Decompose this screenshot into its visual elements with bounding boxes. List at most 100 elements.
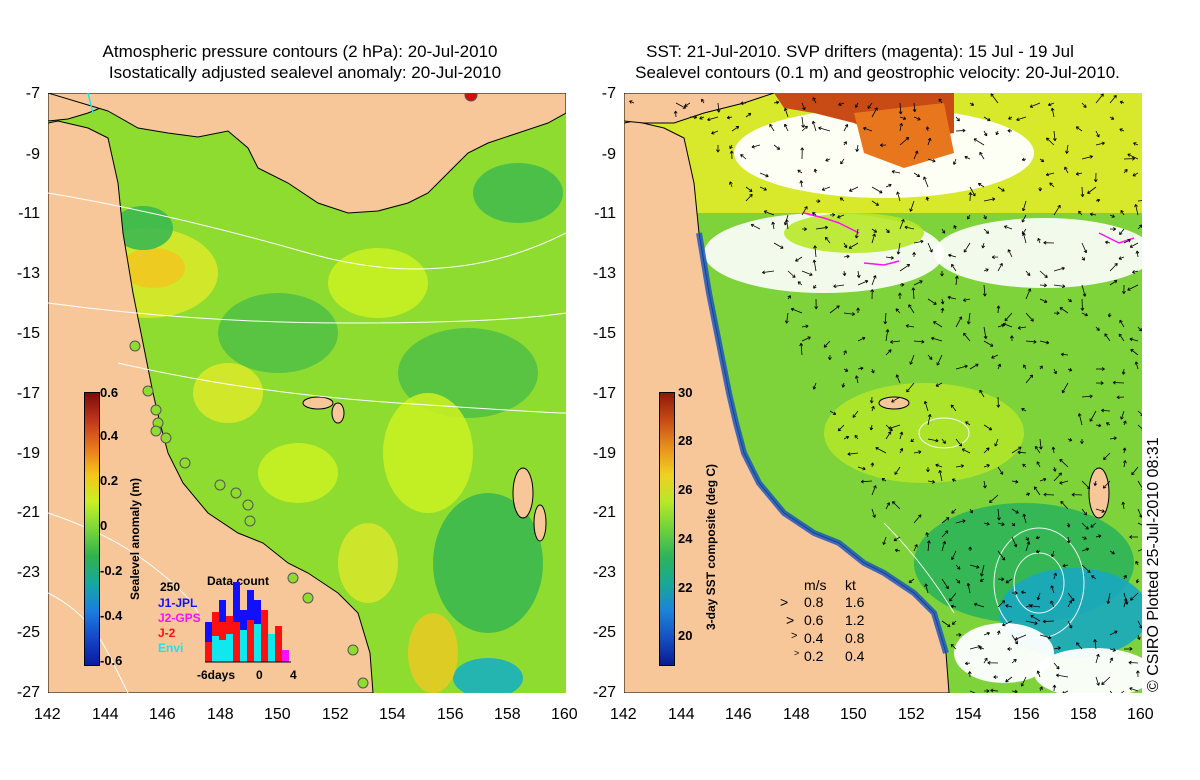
velocity-arrow bbox=[1053, 284, 1066, 289]
velocity-arrow bbox=[1122, 460, 1127, 468]
velocity-arrow bbox=[955, 116, 960, 122]
velocity-arrow bbox=[1089, 410, 1097, 422]
velocity-arrow bbox=[925, 532, 930, 538]
velocity-arrow bbox=[871, 368, 875, 374]
velocity-arrow bbox=[1011, 658, 1017, 664]
velocity-arrow bbox=[1050, 585, 1055, 594]
cbar-tick: 30 bbox=[678, 385, 693, 400]
velocity-arrow bbox=[941, 228, 946, 234]
velocity-arrow bbox=[707, 116, 719, 122]
velocity-arrow bbox=[762, 270, 775, 275]
velocity-arrow bbox=[1081, 508, 1088, 516]
velocity-arrow bbox=[941, 540, 947, 552]
cbar-tick: -0.2 bbox=[100, 563, 123, 578]
velocity-arrow bbox=[912, 252, 916, 258]
x-tick: 156 bbox=[1013, 706, 1040, 723]
velocity-arrow bbox=[1035, 535, 1041, 540]
velocity-arrow bbox=[925, 126, 930, 132]
velocity-arrow bbox=[923, 176, 929, 188]
velocity-arrow bbox=[1066, 522, 1071, 528]
velocity-arrow bbox=[927, 158, 936, 163]
credit-text: © CSIRO Plotted 25-Jul-2010 08:31 bbox=[1145, 437, 1162, 692]
velocity-arrow bbox=[1109, 690, 1113, 693]
velocity-arrow bbox=[973, 138, 985, 146]
velocity-arrow bbox=[854, 102, 859, 108]
velocity-arrow bbox=[941, 438, 946, 444]
velocity-arrow bbox=[933, 321, 943, 328]
velocity-arrow bbox=[1103, 452, 1111, 461]
velocity-arrow bbox=[812, 382, 817, 390]
velocity-arrow bbox=[1039, 298, 1048, 303]
velocity-arrow bbox=[1067, 592, 1075, 602]
cbar-tick: 24 bbox=[678, 531, 693, 546]
velocity-arrow bbox=[1095, 423, 1102, 428]
velocity-header-kt: kt bbox=[845, 577, 856, 593]
velocity-arrow bbox=[1059, 307, 1069, 314]
velocity-arrow bbox=[857, 366, 864, 371]
velocity-arrow bbox=[1053, 646, 1061, 651]
velocity-arrow bbox=[951, 478, 957, 482]
velocity-arrow bbox=[987, 660, 999, 665]
velocity-arrow bbox=[854, 375, 859, 384]
velocity-arrow bbox=[814, 298, 819, 310]
velocity-ms: 0.6 bbox=[804, 612, 824, 628]
velocity-arrow bbox=[1123, 598, 1128, 608]
y-tick: -9 bbox=[601, 146, 616, 163]
velocity-arrow bbox=[871, 508, 876, 518]
velocity-arrow bbox=[1037, 237, 1041, 244]
velocity-arrow bbox=[913, 116, 921, 121]
velocity-arrow bbox=[927, 438, 939, 443]
velocity-arrow bbox=[1060, 352, 1069, 357]
velocity-arrow bbox=[1135, 560, 1139, 566]
velocity-arrow bbox=[963, 332, 971, 342]
y-tick: -17 bbox=[592, 385, 616, 402]
velocity-arrow bbox=[1134, 204, 1139, 216]
velocity-arrow bbox=[962, 298, 971, 302]
velocity-arrow bbox=[978, 646, 985, 651]
velocity-arrow bbox=[1042, 619, 1055, 624]
velocity-arrow bbox=[1119, 228, 1125, 236]
velocity-arrow bbox=[812, 212, 817, 216]
x-tick: 142 bbox=[34, 706, 61, 723]
velocity-arrow bbox=[1137, 326, 1142, 332]
velocity-arrow bbox=[1066, 536, 1071, 544]
left-map-panel[interactable] bbox=[48, 93, 566, 693]
velocity-arrow bbox=[969, 508, 973, 514]
velocity-arrow bbox=[952, 158, 957, 165]
velocity-arrow bbox=[1121, 501, 1126, 510]
velocity-arrow bbox=[906, 382, 915, 393]
velocity-arrow bbox=[829, 212, 836, 217]
velocity-arrow bbox=[815, 225, 828, 230]
right-map-panel[interactable] bbox=[624, 93, 1142, 693]
velocity-arrow bbox=[965, 421, 971, 426]
velocity-arrow bbox=[899, 137, 910, 146]
velocity-arrow bbox=[891, 169, 901, 174]
velocity-arrow bbox=[994, 438, 999, 447]
velocity-arrow bbox=[980, 564, 985, 577]
velocity-arrow bbox=[926, 540, 931, 552]
velocity-arrow bbox=[1039, 158, 1045, 163]
data-count-xtick: 0 bbox=[256, 668, 263, 682]
velocity-arrow bbox=[854, 228, 859, 239]
velocity-arrow bbox=[990, 688, 999, 693]
velocity-arrow bbox=[979, 578, 985, 582]
velocity-arrow bbox=[955, 364, 968, 370]
velocity-arrow bbox=[1035, 549, 1041, 554]
velocity-arrow bbox=[1123, 168, 1128, 174]
velocity-arrow bbox=[1135, 578, 1140, 584]
velocity-arrow bbox=[833, 284, 845, 289]
velocity-arrow bbox=[1120, 410, 1125, 420]
velocity-arrow bbox=[913, 450, 922, 454]
velocity-arrow bbox=[843, 350, 847, 356]
velocity-arrow bbox=[967, 671, 972, 678]
velocity-arrow bbox=[1081, 536, 1087, 540]
velocity-arrow bbox=[1020, 590, 1027, 595]
velocity-arrow bbox=[983, 657, 988, 664]
velocity-arrow bbox=[979, 389, 985, 398]
cbar-tick: 20 bbox=[678, 628, 693, 643]
velocity-arrow bbox=[890, 340, 901, 344]
velocity-arrow bbox=[1118, 333, 1125, 342]
y-tick: -27 bbox=[16, 684, 40, 701]
velocity-arrow bbox=[883, 312, 888, 325]
left-title-line2: Isostatically adjusted sealevel anomaly:… bbox=[108, 63, 502, 82]
